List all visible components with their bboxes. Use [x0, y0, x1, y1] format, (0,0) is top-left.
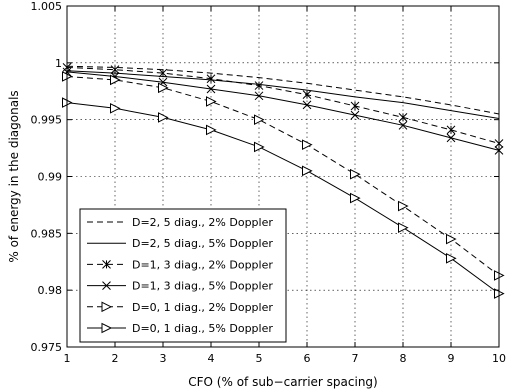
x-axis-label: CFO (% of sub−carrier spacing): [188, 375, 377, 389]
series-layer: [62, 63, 505, 299]
data-point: [350, 168, 361, 180]
x-tick-label: 9: [448, 352, 455, 365]
legend-marker: [101, 322, 113, 334]
data-point: [350, 192, 361, 204]
data-point: [302, 90, 312, 100]
data-point: [206, 124, 217, 136]
series-line: [66, 65, 500, 115]
series-line: [66, 71, 500, 151]
data-point: [254, 141, 265, 153]
data-point: [254, 81, 264, 90]
data-point: [446, 253, 457, 264]
series-6: [62, 97, 505, 299]
x-tick-label: 1: [64, 352, 71, 365]
x-tick-label: 2: [112, 352, 119, 365]
data-point: [158, 82, 169, 94]
series-line: [66, 66, 500, 144]
x-tick-label: 8: [400, 352, 407, 365]
legend-label: D=2, 5 diag., 2% Doppler: [132, 216, 273, 229]
data-point: [350, 101, 360, 111]
data-point: [254, 91, 264, 101]
y-axis-label: % of energy in the diagonals: [7, 90, 21, 262]
y-tick-label: 0.975: [31, 341, 63, 354]
series-1: [66, 65, 500, 115]
data-point: [446, 133, 456, 143]
data-point: [206, 96, 217, 107]
series-line: [66, 76, 500, 276]
y-tick-label: 0.99: [38, 171, 63, 184]
data-point: [398, 113, 408, 122]
series-line: [66, 102, 500, 295]
data-point: [446, 233, 457, 245]
data-point: [398, 200, 409, 212]
data-point: [398, 120, 408, 130]
data-point: [398, 222, 409, 233]
legend-label: D=2, 5 diag., 5% Doppler: [132, 237, 273, 250]
legend-marker: [101, 301, 113, 313]
y-tick-label: 1: [55, 57, 62, 70]
series-line: [66, 70, 500, 119]
legend-label: D=1, 3 diag., 5% Doppler: [132, 280, 273, 293]
data-point: [350, 110, 360, 120]
x-tick-label: 3: [160, 352, 167, 365]
data-point: [302, 165, 313, 177]
legend-marker: [102, 260, 111, 269]
data-point: [110, 65, 120, 75]
data-point: [110, 74, 121, 86]
y-tick-label: 0.985: [31, 227, 63, 240]
legend-label: D=0, 1 diag., 2% Doppler: [132, 301, 273, 314]
legend: D=2, 5 diag., 2% Doppler D=2, 5 diag., 5%…: [79, 208, 287, 343]
x-tick-label: 6: [304, 352, 311, 365]
y-tick-label: 0.995: [31, 114, 63, 127]
legend-marker: [102, 281, 111, 290]
data-point: [110, 102, 121, 114]
data-point: [254, 114, 265, 125]
x-tick-label: 5: [256, 352, 263, 365]
legend-label: D=0, 1 diag., 5% Doppler: [132, 322, 273, 335]
legend-label: D=1, 3 diag., 2% Doppler: [132, 258, 273, 271]
x-tick-label: 4: [208, 352, 215, 365]
data-point: [206, 74, 216, 84]
y-tick-label: 1.005: [31, 0, 63, 13]
x-tick-label: 7: [352, 352, 359, 365]
series-2: [66, 70, 500, 119]
ticks: 1 2 3 4 5 6 7 8 9 10 0.975 0.98 0.985 0.99 0.995 1 1.005: [31, 0, 507, 365]
data-point: [446, 125, 456, 135]
y-tick-label: 0.98: [38, 284, 63, 297]
data-point: [206, 84, 216, 94]
legend-box: [79, 208, 287, 343]
data-point: [158, 112, 169, 123]
data-point: [302, 100, 312, 110]
x-tick-label: 10: [492, 352, 506, 365]
data-point: [302, 139, 313, 150]
data-point: [158, 68, 168, 78]
